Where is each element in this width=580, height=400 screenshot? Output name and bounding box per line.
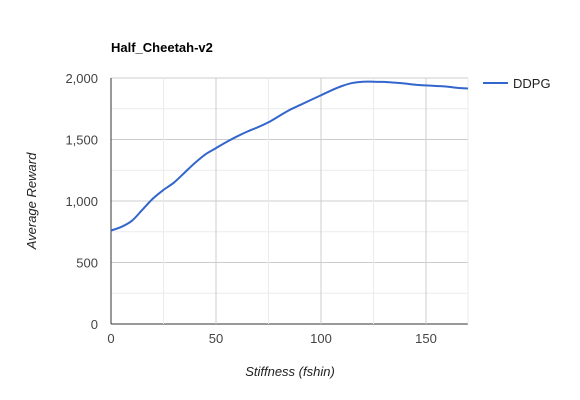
legend: DDPG — [483, 76, 551, 91]
y-tick-label: 1,500 — [65, 133, 98, 148]
series-layer — [110, 80, 469, 232]
y-tick-label: 500 — [76, 256, 98, 271]
y-tick-label: 0 — [91, 317, 98, 332]
x-axis-title: Stiffness (fshin) — [245, 364, 335, 379]
x-tick-label: 50 — [209, 331, 223, 346]
chart-title: Half_Cheetah-v2 — [111, 40, 213, 55]
x-axis-ticks: 0 50 100 150 — [107, 331, 436, 346]
y-axis-title: Average Reward — [24, 152, 39, 250]
series-line-ddpg — [110, 80, 469, 232]
y-axis-ticks: 0 500 1,000 1,500 2,000 — [65, 71, 98, 332]
y-tick-label: 2,000 — [65, 71, 98, 86]
grid-lines — [110, 77, 469, 325]
y-tick-label: 1,000 — [65, 194, 98, 209]
legend-label: DDPG — [513, 76, 551, 91]
x-tick-label: 100 — [310, 331, 332, 346]
x-tick-label: 0 — [107, 331, 114, 346]
x-tick-label: 150 — [415, 331, 437, 346]
